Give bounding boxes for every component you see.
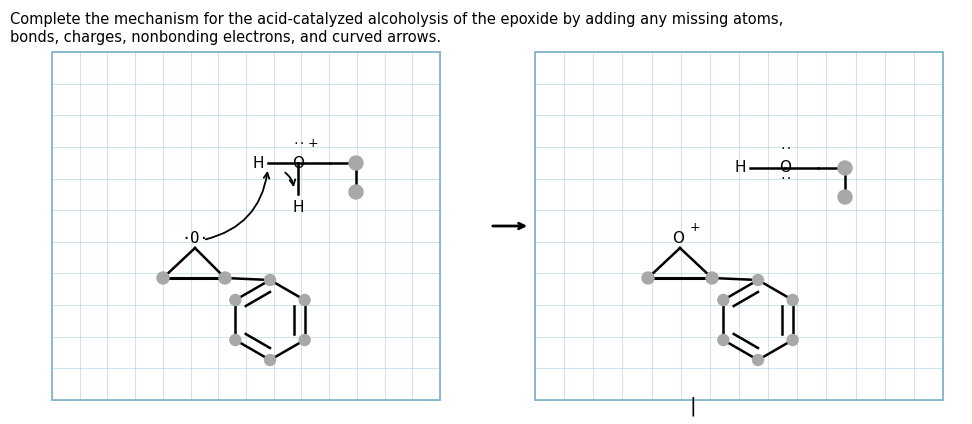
Circle shape <box>264 354 275 365</box>
Text: O: O <box>672 231 684 246</box>
Text: ··: ·· <box>293 139 306 149</box>
Circle shape <box>299 335 310 346</box>
Text: O: O <box>779 161 791 176</box>
Text: ·O·: ·O· <box>182 231 209 246</box>
Text: bonds, charges, nonbonding electrons, and curved arrows.: bonds, charges, nonbonding electrons, an… <box>10 30 441 45</box>
Circle shape <box>752 354 763 365</box>
Circle shape <box>787 295 798 306</box>
Text: H: H <box>253 156 264 170</box>
FancyArrowPatch shape <box>206 173 269 239</box>
Text: |: | <box>690 396 696 416</box>
Bar <box>52 52 440 400</box>
FancyArrowPatch shape <box>285 173 295 185</box>
Circle shape <box>718 295 729 306</box>
Circle shape <box>787 335 798 346</box>
Circle shape <box>264 274 275 285</box>
Text: Complete the mechanism for the acid-catalyzed alcoholysis of the epoxide by addi: Complete the mechanism for the acid-cata… <box>10 12 783 27</box>
Circle shape <box>229 295 241 306</box>
Text: H: H <box>735 161 746 176</box>
Circle shape <box>838 190 852 204</box>
Text: O: O <box>292 156 304 170</box>
Circle shape <box>349 156 363 170</box>
Circle shape <box>229 335 241 346</box>
Bar <box>535 52 943 400</box>
Circle shape <box>706 272 718 284</box>
Circle shape <box>349 185 363 199</box>
Circle shape <box>157 272 169 284</box>
Text: +: + <box>308 137 319 150</box>
Text: ··: ·· <box>780 144 793 154</box>
Text: +: + <box>690 221 701 234</box>
Circle shape <box>752 274 763 285</box>
Circle shape <box>642 272 654 284</box>
Circle shape <box>299 295 310 306</box>
Circle shape <box>718 335 729 346</box>
Text: ··: ·· <box>780 174 793 184</box>
Circle shape <box>219 272 231 284</box>
Text: H: H <box>293 200 303 215</box>
Circle shape <box>838 161 852 175</box>
